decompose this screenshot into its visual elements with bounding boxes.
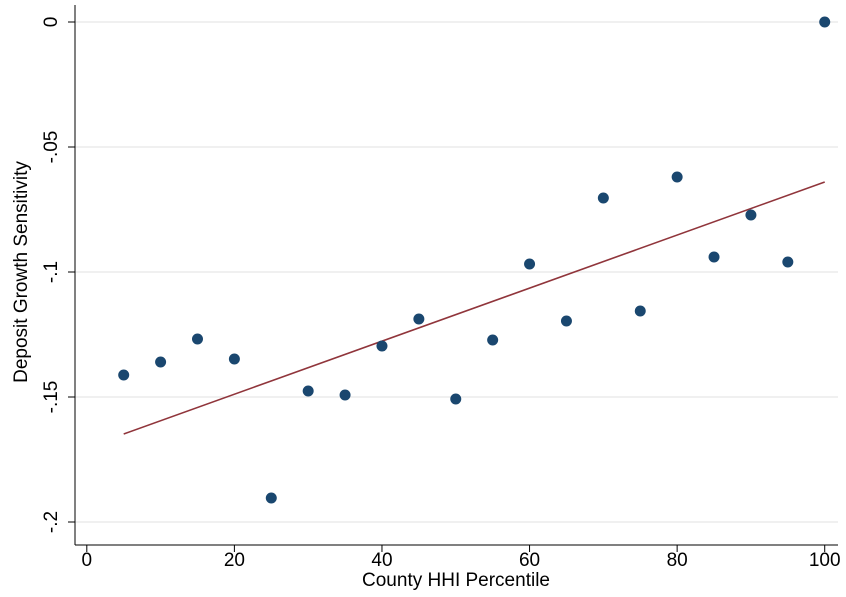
x-tick-label: 100 [809, 550, 841, 571]
x-tick-label: 40 [371, 550, 392, 571]
y-axis-title: Deposit Growth Sensitivity [11, 161, 32, 383]
point [191, 333, 203, 345]
x-axis-title: County HHI Percentile [362, 570, 550, 591]
point [413, 313, 425, 325]
point [339, 389, 351, 401]
point [118, 369, 130, 381]
point [560, 315, 572, 327]
x-tick-label: 80 [667, 550, 688, 571]
x-tick-label: 0 [82, 550, 93, 571]
x-tick-label: 60 [519, 550, 540, 571]
point [745, 209, 757, 221]
point [782, 256, 794, 268]
point [228, 353, 240, 365]
point [302, 385, 314, 397]
x-tick-label: 20 [224, 550, 245, 571]
y-tick-label: -.2 [41, 511, 62, 533]
point [819, 16, 831, 28]
point [487, 334, 499, 346]
point [634, 305, 646, 317]
y-tick-label: -.1 [41, 261, 62, 283]
point [671, 171, 683, 183]
point [597, 192, 609, 204]
y-tick-label: 0 [41, 17, 62, 28]
y-tick-label: -.05 [41, 131, 62, 164]
point [376, 340, 388, 352]
y-tick-label: -.15 [41, 381, 62, 414]
point [708, 251, 720, 263]
point [524, 258, 536, 270]
point [155, 356, 167, 368]
point [450, 393, 462, 405]
fit-line [123, 181, 825, 435]
point [265, 492, 277, 504]
